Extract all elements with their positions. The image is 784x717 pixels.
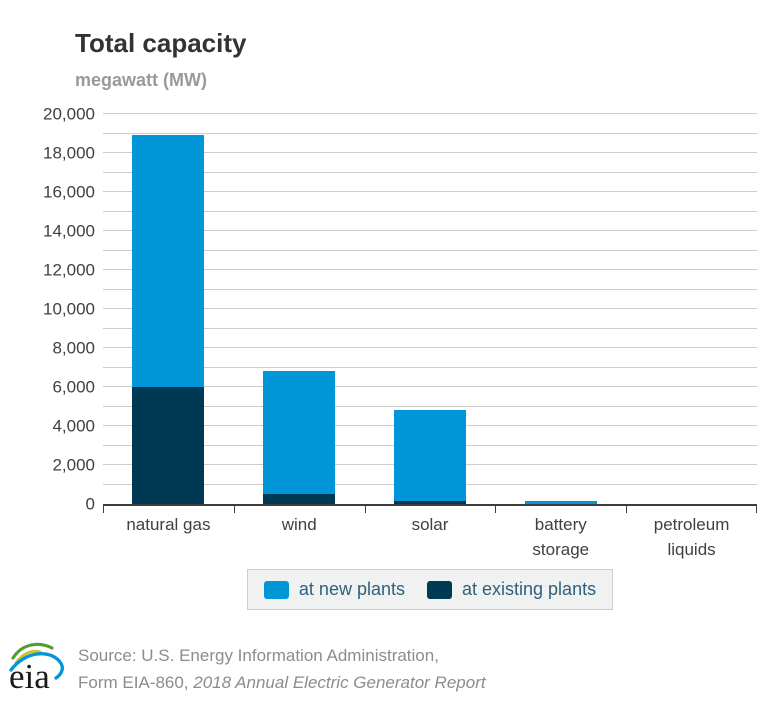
y-axis-tick-label: 20,000 xyxy=(43,104,95,124)
source-footer: eia Source: U.S. Energy Information Admi… xyxy=(8,636,486,698)
y-axis-tick-label: 0 xyxy=(85,494,95,514)
stacked-bar xyxy=(263,114,336,504)
x-axis-tick xyxy=(626,506,628,513)
y-axis-tick-label: 4,000 xyxy=(52,416,95,436)
x-axis-category-label: natural gas xyxy=(103,513,234,562)
x-axis-category-label: petroleum liquids xyxy=(626,513,757,562)
y-axis-tick-label: 16,000 xyxy=(43,182,95,202)
plot-area xyxy=(103,113,757,513)
eia-logo: eia xyxy=(9,642,64,696)
x-axis-category-text: wind xyxy=(281,515,317,534)
x-axis-category-text: battery storage xyxy=(532,515,590,559)
gridline xyxy=(103,269,757,270)
x-axis-tick xyxy=(233,506,235,513)
x-axis-tick xyxy=(756,506,757,513)
bar-column-natural-gas xyxy=(103,114,234,504)
gridline xyxy=(103,386,757,387)
y-axis-tick-label: 8,000 xyxy=(52,338,95,358)
x-axis-category-text: petroleum liquids xyxy=(653,515,730,559)
chart-subtitle: megawatt (MW) xyxy=(75,70,207,90)
x-axis-category-label: wind xyxy=(234,513,365,562)
stacked-bar xyxy=(524,114,597,504)
bar-segment-at-existing-plants xyxy=(394,501,466,504)
gridline xyxy=(103,308,757,309)
source-line-1: Source: U.S. Energy Information Administ… xyxy=(78,646,439,665)
gridline xyxy=(103,230,757,231)
x-axis: natural gas wind solar battery storage petro… xyxy=(103,513,757,562)
gridline xyxy=(103,347,757,348)
stacked-bar xyxy=(394,114,466,504)
bar-segment-at-new-plants xyxy=(263,371,336,495)
eia-logo-text: eia xyxy=(9,657,50,696)
legend-swatch xyxy=(263,580,289,599)
legend-label: at existing plants xyxy=(462,579,597,599)
stacked-bar xyxy=(132,114,205,504)
x-axis-category-label: battery storage xyxy=(495,513,626,562)
y-axis: 0 2,000 4,000 6,000 8,000 10,000 12,000 14,000 1… xyxy=(0,106,95,513)
bar-segment-at-new-plants xyxy=(394,410,466,502)
gridline xyxy=(103,152,757,153)
bar-column-wind xyxy=(234,114,365,504)
chart-title: Total capacity xyxy=(75,28,247,58)
bar-segment-at-existing-plants xyxy=(263,494,336,504)
source-line-2: Form EIA-860, 2018 Annual Electric Gener… xyxy=(78,669,486,696)
legend-wrap: at new plants at existing plants xyxy=(103,569,757,610)
bar-column-petroleum-liquids xyxy=(626,114,757,504)
legend-swatch xyxy=(427,580,452,599)
bar-segment-at-new-plants xyxy=(524,501,597,504)
x-axis-category-label: solar xyxy=(365,513,496,562)
gridline xyxy=(103,366,757,368)
gridline xyxy=(103,327,757,329)
bar-segment-at-existing-plants xyxy=(132,387,205,504)
gridline xyxy=(103,171,757,173)
source-form-name: Form EIA-860, xyxy=(78,673,194,693)
bar-column-solar xyxy=(365,114,496,504)
bar-segment-at-new-plants xyxy=(132,135,205,387)
gridline xyxy=(103,210,757,212)
legend-label: at new plants xyxy=(298,579,405,599)
gridline xyxy=(103,288,757,290)
gridline xyxy=(103,405,757,407)
legend-item: at existing plants xyxy=(427,579,596,600)
x-axis-tick xyxy=(103,506,104,513)
legend: at new plants at existing plants xyxy=(246,569,614,610)
x-axis-category-text: natural gas xyxy=(126,515,211,534)
x-axis-tick xyxy=(495,506,497,513)
gridline xyxy=(103,132,757,134)
gridline xyxy=(103,249,757,251)
x-axis-category-text: solar xyxy=(411,515,449,534)
y-axis-tick-label: 6,000 xyxy=(52,377,95,397)
y-axis-tick-label: 10,000 xyxy=(43,299,95,319)
gridline xyxy=(103,113,757,114)
gridline xyxy=(103,191,757,192)
y-axis-tick-label: 12,000 xyxy=(43,260,95,280)
legend-item: at new plants xyxy=(263,579,405,600)
y-axis-tick-label: 18,000 xyxy=(43,143,95,163)
bar-column-battery-storage xyxy=(495,114,626,504)
y-axis-tick-label: 14,000 xyxy=(43,221,95,241)
stacked-bar xyxy=(656,114,728,504)
x-axis-tick xyxy=(364,506,366,513)
source-report-name: 2018 Annual Electric Generator Report xyxy=(193,673,486,693)
y-axis-tick-label: 2,000 xyxy=(52,455,95,475)
